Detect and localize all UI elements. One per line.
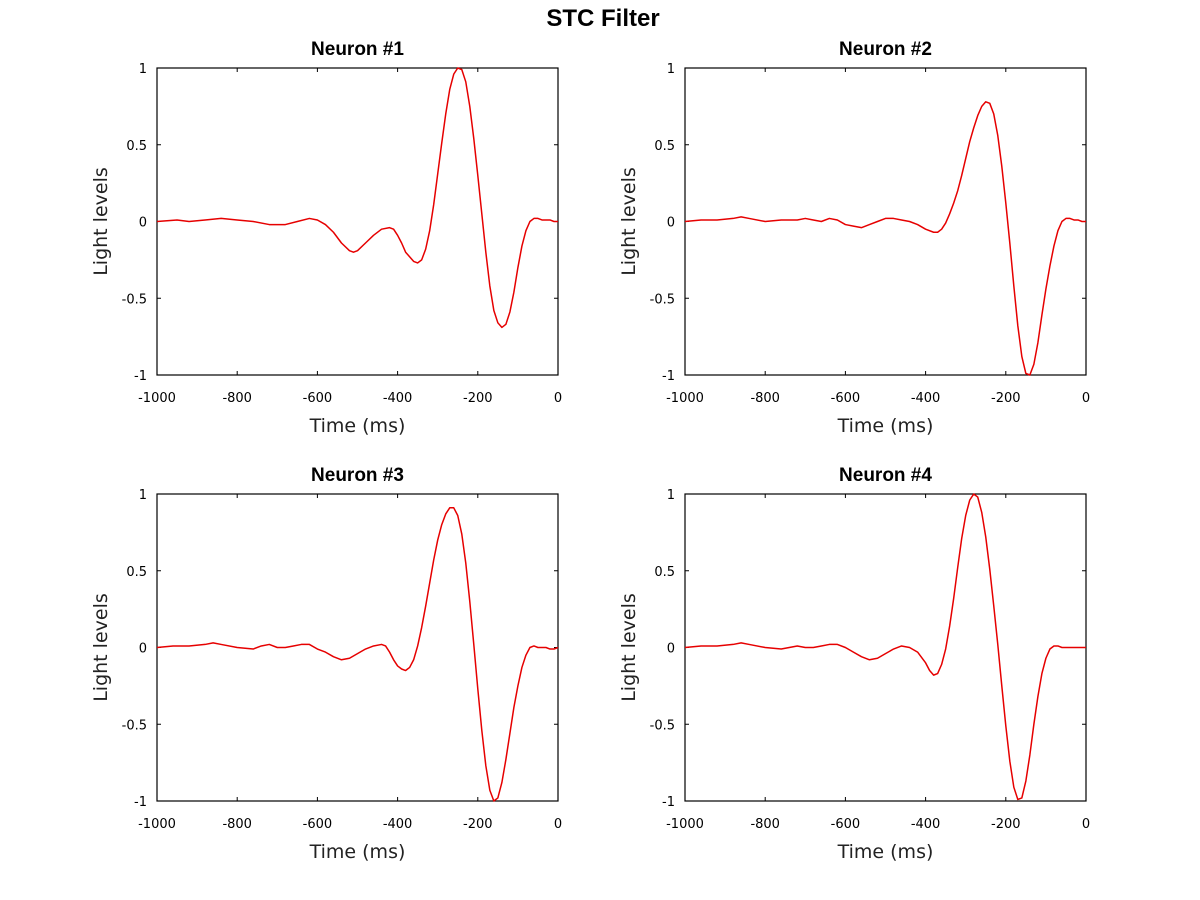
- y-tick-label: -0.5: [122, 292, 147, 307]
- filter-curve-line: [156, 507, 559, 802]
- subplot-title: Neuron #3: [311, 465, 404, 486]
- x-tick-label: -1000: [666, 817, 704, 832]
- subplot-title: Neuron #4: [839, 465, 932, 486]
- subplot-title: Neuron #2: [839, 39, 932, 60]
- x-tick-label: -400: [383, 817, 413, 832]
- x-tick-label: -800: [750, 817, 780, 832]
- y-tick-label: 1: [139, 488, 147, 503]
- x-tick-label: -200: [463, 817, 493, 832]
- y-tick-label: -1: [134, 795, 147, 810]
- subplot-grid: Neuron #1-1000 -800 -600 -400 -200 0-1-0.500.…: [90, 39, 1090, 863]
- x-axis-label: Time (ms): [309, 841, 406, 863]
- y-axis-label: Light levels: [618, 167, 640, 276]
- x-axis-label: Time (ms): [837, 415, 934, 437]
- y-tick-label: -0.5: [650, 718, 675, 733]
- y-tick-label: 0.5: [126, 565, 147, 580]
- subplot-2: Neuron #2 -1000 -800 -600 -400 -200 0 -1 -0.5 0 0.…: [618, 39, 1090, 437]
- x-tick-label: 0: [554, 391, 562, 406]
- y-tick-label: 0.5: [654, 139, 675, 154]
- x-tick-label: -800: [222, 817, 252, 832]
- subplot-title: Neuron #1: [311, 39, 404, 60]
- plot-area-1: [156, 67, 559, 376]
- plot-area-2: [684, 67, 1087, 376]
- y-tick-label: 0.5: [126, 139, 147, 154]
- y-tick-label: 0: [139, 216, 147, 231]
- x-axis-label: Time (ms): [309, 415, 406, 437]
- x-axis-label: Time (ms): [837, 841, 934, 863]
- x-tick-label: -1000: [138, 391, 176, 406]
- filter-curve-line: [684, 493, 1086, 801]
- y-axis-label: Light levels: [90, 593, 112, 702]
- subplot-3: Neuron #3 -1000 -800 -600 -400 -200 0 -1 -0.5 0 0.…: [90, 465, 562, 863]
- y-axis-label: Light levels: [90, 167, 112, 276]
- x-tick-label: -600: [831, 817, 861, 832]
- x-tick-label: -600: [303, 391, 333, 406]
- plot-area-3: [156, 493, 559, 802]
- y-tick-label: -1: [662, 369, 675, 384]
- x-tick-label: -600: [303, 817, 333, 832]
- x-tick-label: -200: [991, 817, 1021, 832]
- x-tick-label: 0: [1082, 817, 1090, 832]
- x-tick-label: -200: [991, 391, 1021, 406]
- x-tick-label: -400: [383, 391, 413, 406]
- y-tick-label: -1: [134, 369, 147, 384]
- x-tick-label: -400: [911, 817, 941, 832]
- plot-area-4: [684, 493, 1087, 802]
- filter-curve-line: [684, 101, 1086, 376]
- y-tick-label: 1: [667, 488, 675, 503]
- x-tick-label: 0: [1082, 391, 1090, 406]
- x-tick-label: -1000: [666, 391, 704, 406]
- y-tick-label: 0: [667, 642, 675, 657]
- figure-title: STC Filter: [546, 5, 659, 32]
- y-tick-label: 0: [139, 642, 147, 657]
- x-tick-label: 0: [554, 817, 562, 832]
- x-tick-label: -800: [222, 391, 252, 406]
- y-tick-label: -1: [662, 795, 675, 810]
- x-tick-label: -600: [831, 391, 861, 406]
- x-tick-label: -1000: [138, 817, 176, 832]
- y-tick-label: 1: [139, 62, 147, 77]
- subplot-4: Neuron #4 -1000 -800 -600 -400 -200 0 -1 -0.5 0 0.…: [618, 465, 1090, 863]
- subplot-1: Neuron #1 -1000 -800 -600 -400 -200 0 -1 -0.5 0 0.…: [90, 39, 562, 437]
- y-tick-label: 0.5: [654, 565, 675, 580]
- y-tick-label: 1: [667, 62, 675, 77]
- x-tick-label: -800: [750, 391, 780, 406]
- y-tick-label: -0.5: [650, 292, 675, 307]
- filter-curve-line: [156, 67, 558, 329]
- x-tick-label: -200: [463, 391, 493, 406]
- y-axis-label: Light levels: [618, 593, 640, 702]
- y-tick-label: -0.5: [122, 718, 147, 733]
- x-tick-label: -400: [911, 391, 941, 406]
- y-tick-label: 0: [667, 216, 675, 231]
